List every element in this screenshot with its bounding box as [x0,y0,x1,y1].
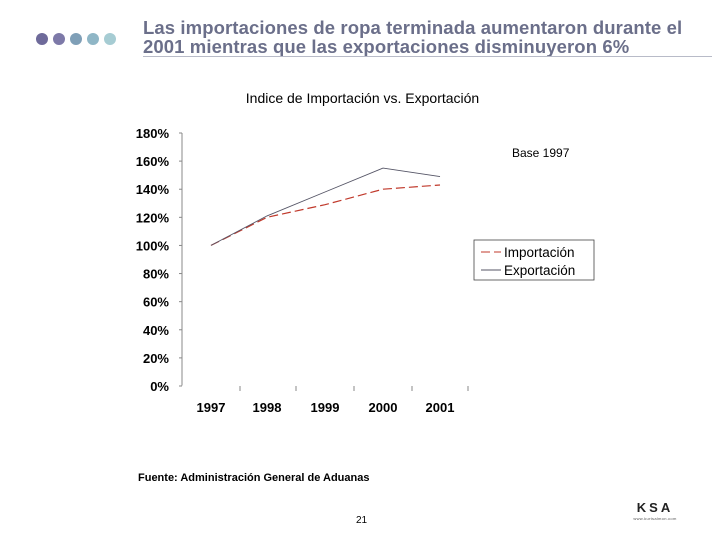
y-tick-label: 100% [136,238,170,253]
y-tick-label: 160% [136,154,170,169]
bullet-dot [36,33,48,45]
y-tick-label: 80% [143,267,169,282]
legend-label: Importación [504,245,575,260]
page-number: 21 [356,515,368,526]
x-tick-label: 1998 [253,400,282,415]
x-tick-label: 1999 [311,400,340,415]
legend-box [473,239,595,281]
y-tick-label: 40% [143,323,169,338]
title-divider [143,56,712,57]
y-tick-label: 140% [136,182,170,197]
x-tick-label: 2000 [369,400,398,415]
source-note: Fuente: Administración General de Aduana… [138,472,370,484]
y-tick-label: 120% [136,210,170,225]
bullet-dot [104,33,116,45]
x-tick-label: 2001 [426,400,455,415]
y-tick-label: 0% [150,379,169,394]
logo-subtext: www.kurtsalmon.com [633,516,677,521]
series-line [210,167,441,246]
chart-title: Indice de Importación vs. Exportación [245,90,480,106]
bullet-dot [70,33,82,45]
logo-text: KSA [636,500,674,515]
bullet-dot [87,33,99,45]
bullet-dots [36,33,126,47]
legend-label: Exportación [504,263,575,278]
base-annotation: Base 1997 [512,146,570,160]
y-tick-label: 20% [143,351,169,366]
y-tick-label: 60% [143,295,169,310]
bullet-dot [53,33,65,45]
series-line [210,184,441,246]
y-tick-label: 180% [136,126,170,141]
x-tick-label: 1997 [197,400,226,415]
ksa-logo: KSA www.kurtsalmon.com [622,500,688,521]
slide-title: Las importaciones de ropa terminada aume… [143,17,683,57]
